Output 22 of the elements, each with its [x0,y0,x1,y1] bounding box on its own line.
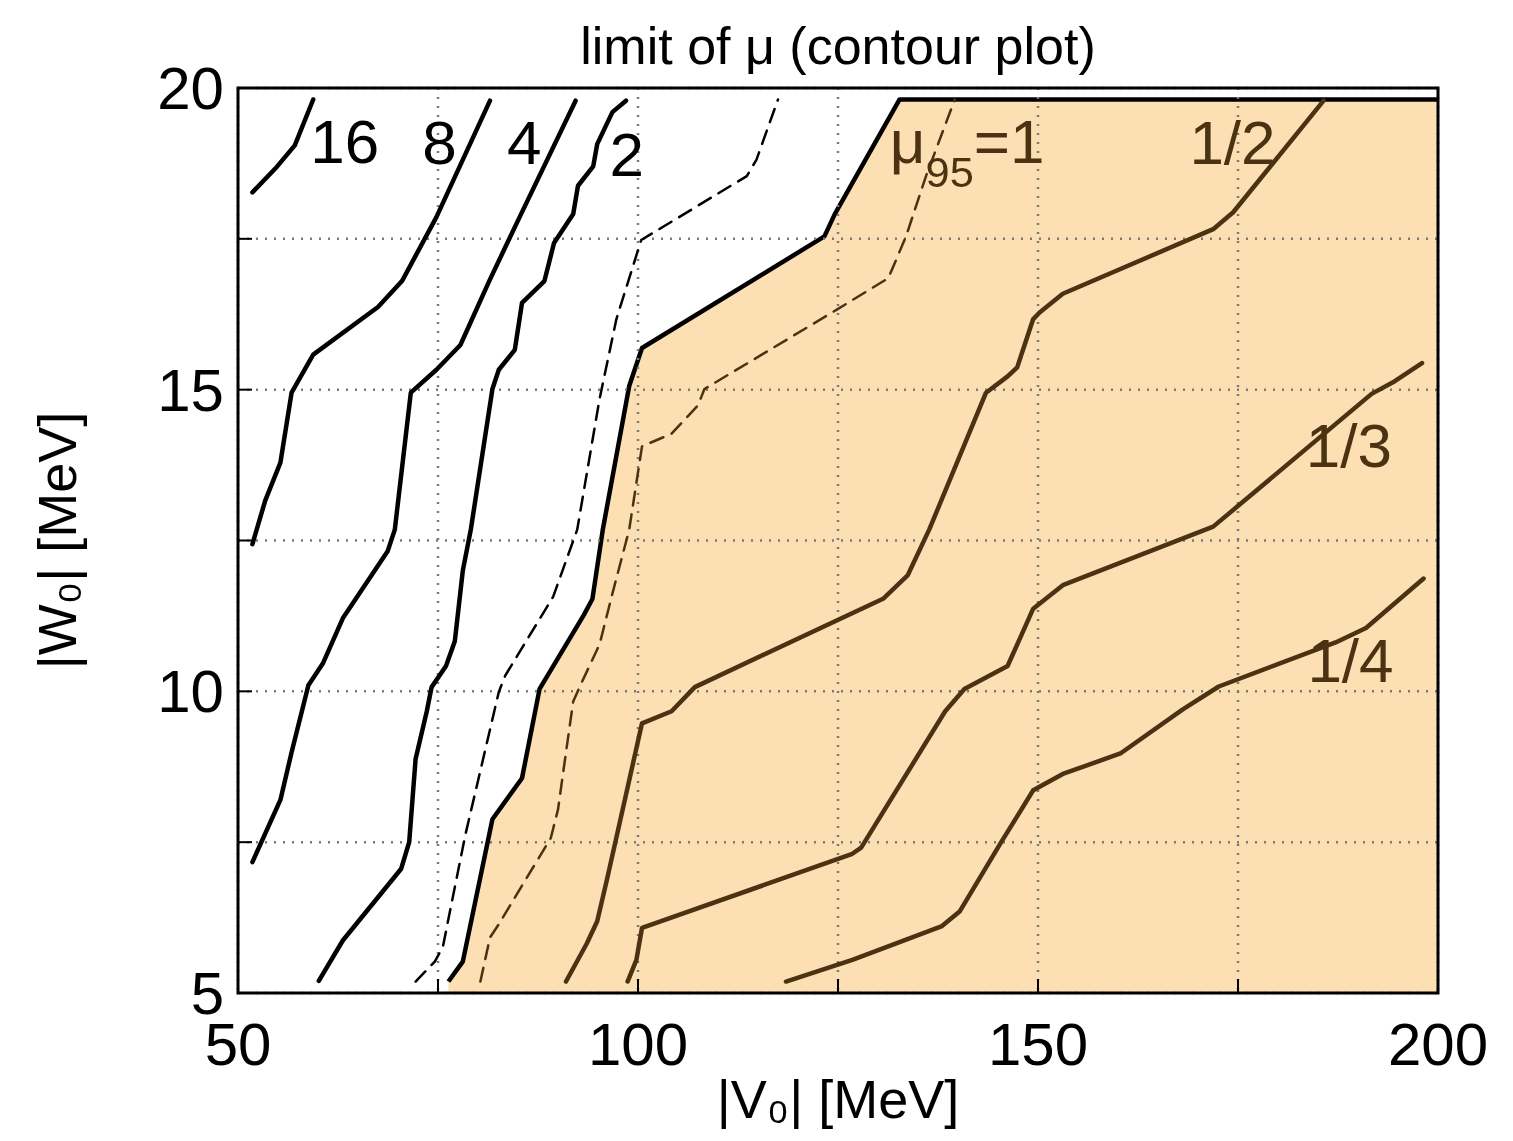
y-tick-label: 15 [157,356,224,424]
series-label: 2 [609,119,644,189]
series-label: 4 [506,108,542,178]
chart-title: limit of μ (contour plot) [580,17,1096,75]
line-series [250,97,316,195]
series-label: 1/3 [1305,410,1392,480]
line-series [625,360,1425,984]
y-axis-title: |W₀| [MeV] [27,411,87,670]
line-series [414,98,780,983]
series-label: μ$_{95}$=1 [889,107,1045,197]
x-tick-label: 150 [987,1011,1089,1078]
x-tick-label: 200 [1387,1011,1489,1078]
y-tick-label: 20 [157,55,224,122]
x-axis-title: |V₀| [MeV] [716,1069,960,1129]
line-series [783,576,1426,984]
line-series [250,98,578,865]
series-label: 1/4 [1307,626,1394,696]
x-tick-label: 100 [587,1011,689,1078]
series-label: 16 [310,107,380,177]
y-tick-label: 10 [157,658,224,726]
series-label: 1/2 [1189,108,1276,178]
series-label: 8 [422,108,457,178]
